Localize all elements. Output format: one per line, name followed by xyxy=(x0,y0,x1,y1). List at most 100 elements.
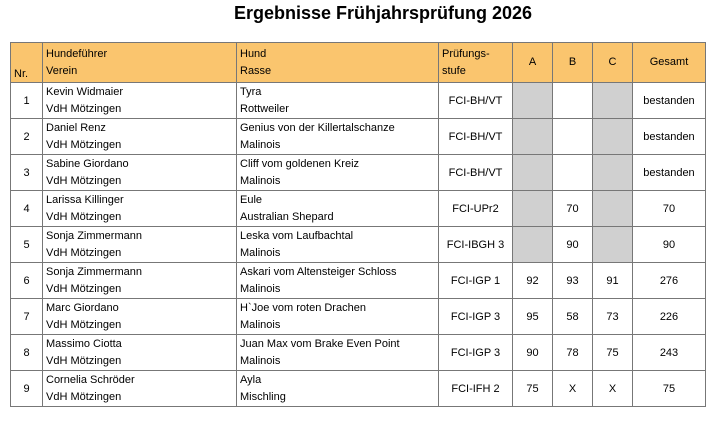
header-cell: Prüfungs-stufe xyxy=(438,42,513,83)
table-row: 5 Sonja Zimmermann VdH Mötzingen Leska vom … xyxy=(10,226,706,263)
nr-cell: 6 xyxy=(10,262,43,299)
table-row: 9 Cornelia Schröder VdH Mötzingen Ayla Misch… xyxy=(10,370,706,407)
handler-cell: Marc Giordano VdH Mötzingen xyxy=(42,298,237,335)
header-cell: A xyxy=(512,42,553,83)
table-row: 2 Daniel Renz VdH Mötzingen Genius von der … xyxy=(10,118,706,155)
handler-name: Sabine Giordano xyxy=(46,157,129,170)
nr-cell: 5 xyxy=(10,226,43,263)
table-row: 8 Massimo Ciotta VdH Mötzingen Juan Max vom… xyxy=(10,334,706,371)
score-cell: 75 xyxy=(512,370,553,407)
dog-cell: Genius von der Killertalschanze Malinois xyxy=(236,118,439,155)
dog-name: Genius von der Killertalschanze xyxy=(240,121,395,134)
dog-cell: Juan Max vom Brake Even Point Malinois xyxy=(236,334,439,371)
total-cell: bestanden xyxy=(632,118,706,155)
breed-name: Malinois xyxy=(240,282,281,295)
handler-name: Sonja Zimmermann xyxy=(46,229,142,242)
score-cell xyxy=(512,154,553,191)
level-cell: FCI-BH/VT xyxy=(438,118,513,155)
total-cell: 70 xyxy=(632,190,706,227)
breed-name: Mischling xyxy=(240,390,286,403)
score-cell xyxy=(592,118,633,155)
score-cell: 70 xyxy=(552,190,593,227)
header-line: Hund xyxy=(240,48,267,60)
results-table: Nr. Hundeführer Verein Hund Rasse Prüfungs… xyxy=(10,42,706,407)
score-cell xyxy=(592,82,633,119)
club-name: VdH Mötzingen xyxy=(46,246,122,259)
score-cell: 91 xyxy=(592,262,633,299)
level-cell: FCI-IGP 3 xyxy=(438,298,513,335)
handler-cell: Sonja Zimmermann VdH Mötzingen xyxy=(42,226,237,263)
level-cell: FCI-IGP 3 xyxy=(438,334,513,371)
club-name: VdH Mötzingen xyxy=(46,138,122,151)
header-line: Prüfungs- xyxy=(442,48,490,60)
score-cell: 90 xyxy=(552,226,593,263)
breed-name: Rottweiler xyxy=(240,102,289,115)
table-row: 6 Sonja Zimmermann VdH Mötzingen Askari vom… xyxy=(10,262,706,299)
breed-name: Malinois xyxy=(240,174,281,187)
dog-name: Askari vom Altensteiger Schloss xyxy=(240,265,397,278)
handler-cell: Sabine Giordano VdH Mötzingen xyxy=(42,154,237,191)
level-cell: FCI-BH/VT xyxy=(438,154,513,191)
nr-cell: 1 xyxy=(10,82,43,119)
dog-name: Leska vom Laufbachtal xyxy=(240,229,354,242)
breed-name: Malinois xyxy=(240,354,281,367)
score-cell: X xyxy=(552,370,593,407)
header-cell: Hundeführer Verein xyxy=(42,42,237,83)
score-cell: 93 xyxy=(552,262,593,299)
title: Ergebnisse Frühjahrsprüfung 2026 xyxy=(233,3,533,23)
club-name: VdH Mötzingen xyxy=(46,210,122,223)
header-cell: Nr. xyxy=(10,42,43,83)
level-cell: FCI-IBGH 3 xyxy=(438,226,513,263)
breed-name: Malinois xyxy=(240,138,281,151)
dog-cell: Leska vom Laufbachtal Malinois xyxy=(236,226,439,263)
club-name: VdH Mötzingen xyxy=(46,102,122,115)
club-name: VdH Mötzingen xyxy=(46,318,122,331)
level-cell: FCI-UPr2 xyxy=(438,190,513,227)
dog-cell: Ayla Mischling xyxy=(236,370,439,407)
table-header: Nr. Hundeführer Verein Hund Rasse Prüfungs… xyxy=(10,42,706,83)
handler-name: Massimo Ciotta xyxy=(46,337,122,350)
club-name: VdH Mötzingen xyxy=(46,174,122,187)
header-line: Verein xyxy=(46,65,78,77)
handler-name: Kevin Widmaier xyxy=(46,85,124,98)
breed-name: Malinois xyxy=(240,246,281,259)
header-cell: Gesamt xyxy=(632,42,706,83)
score-cell xyxy=(552,154,593,191)
handler-name: Marc Giordano xyxy=(46,301,119,314)
dog-cell: Eule Australian Shepard xyxy=(236,190,439,227)
handler-name: Daniel Renz xyxy=(46,121,106,134)
score-cell: 73 xyxy=(592,298,633,335)
nr-cell: 2 xyxy=(10,118,43,155)
handler-cell: Kevin Widmaier VdH Mötzingen xyxy=(42,82,237,119)
dog-cell: H`Joe vom roten Drachen Malinois xyxy=(236,298,439,335)
header-line: stufe xyxy=(442,65,466,77)
nr-cell: 9 xyxy=(10,370,43,407)
handler-name: Sonja Zimmermann xyxy=(46,265,142,278)
level-cell: FCI-IFH 2 xyxy=(438,370,513,407)
dog-cell: Tyra Rottweiler xyxy=(236,82,439,119)
score-cell xyxy=(592,190,633,227)
dog-name: Juan Max vom Brake Even Point xyxy=(240,337,400,350)
handler-name: Larissa Killinger xyxy=(46,193,124,206)
total-cell: 75 xyxy=(632,370,706,407)
header-cell: Hund Rasse xyxy=(236,42,439,83)
handler-cell: Massimo Ciotta VdH Mötzingen xyxy=(42,334,237,371)
score-cell xyxy=(592,226,633,263)
dog-name: Cliff vom goldenen Kreiz xyxy=(240,157,360,170)
level-cell: FCI-BH/VT xyxy=(438,82,513,119)
dog-name: Ayla xyxy=(240,373,262,386)
dog-cell: Askari vom Altensteiger Schloss Malinois xyxy=(236,262,439,299)
handler-name: Cornelia Schröder xyxy=(46,373,135,386)
total-cell: 90 xyxy=(632,226,706,263)
table-row: 3 Sabine Giordano VdH Mötzingen Cliff vom g… xyxy=(10,154,706,191)
club-name: VdH Mötzingen xyxy=(46,282,122,295)
breed-name: Malinois xyxy=(240,318,281,331)
nr-cell: 7 xyxy=(10,298,43,335)
score-cell xyxy=(552,118,593,155)
score-cell xyxy=(512,118,553,155)
score-cell xyxy=(592,154,633,191)
handler-cell: Daniel Renz VdH Mötzingen xyxy=(42,118,237,155)
total-cell: bestanden xyxy=(632,154,706,191)
total-cell: 276 xyxy=(632,262,706,299)
